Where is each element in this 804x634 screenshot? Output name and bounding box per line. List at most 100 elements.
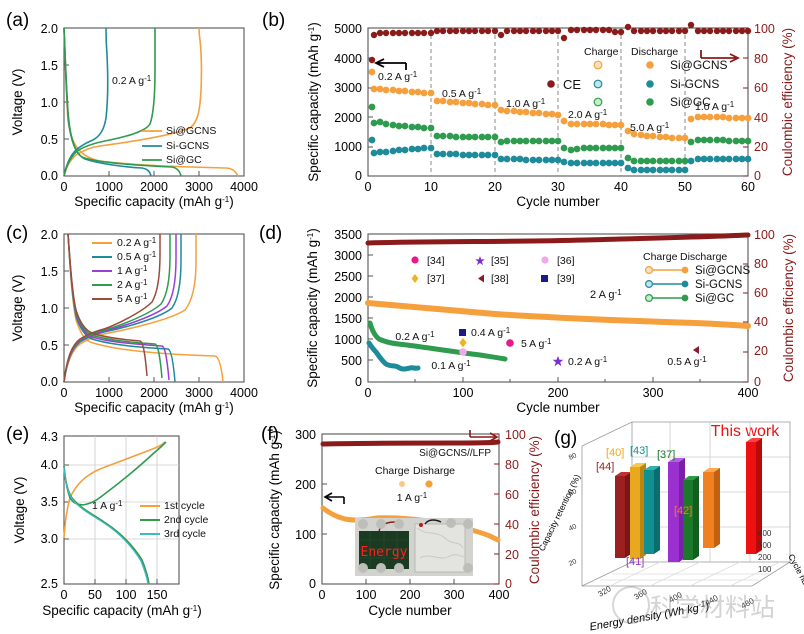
svg-text:80: 80: [754, 52, 768, 66]
svg-text:[35]: [35]: [491, 255, 509, 267]
ref-point-35: [552, 356, 564, 367]
svg-text:0.1 A g-1: 0.1 A g-1: [431, 359, 471, 372]
curve-si-gcns-dash-charge: [63, 27, 109, 177]
bar-ref40: [630, 463, 646, 559]
svg-text:300: 300: [295, 428, 316, 442]
svg-text:100: 100: [505, 428, 526, 442]
svg-text:Si-GCNS: Si-GCNS: [166, 140, 209, 152]
panel-b-yaxis-left: 5000 4000 3000 2000 1000 0: [334, 22, 373, 183]
panel-e-label: (e): [6, 424, 29, 445]
curve-e-1st-charge: [63, 441, 166, 539]
svg-text:4000: 4000: [230, 180, 258, 194]
panel-f-inset-photo: Energy: [355, 518, 473, 576]
panel-e: (e) 4.3 4.0 3.5 3.0 2.5 0 50 100 150 Spe…: [0, 418, 262, 634]
svg-text:2000: 2000: [140, 180, 168, 194]
svg-text:Si@GCNS: Si@GCNS: [670, 58, 728, 72]
svg-text:20: 20: [488, 180, 502, 194]
panel-e-xaxis: 0 50 100 150: [61, 579, 167, 602]
panel-b-axis-arrows: [373, 50, 741, 70]
panel-e-yaxis: 4.3 4.0 3.5 3.0 2.5: [41, 430, 69, 591]
svg-text:200: 200: [295, 478, 316, 492]
panel-b-rate-annotations: 0.2 A g-1 0.5 A g-1 1.0 A g-1 2.0 A g-1 …: [378, 70, 735, 134]
panel-f-ylabel-right: Coulombic efficiency (%): [527, 436, 542, 584]
svg-text:2000: 2000: [334, 291, 362, 305]
svg-text:0.2 A g-1: 0.2 A g-1: [378, 70, 418, 83]
svg-text:0: 0: [754, 375, 761, 389]
panel-c-label: (c): [6, 223, 28, 244]
svg-text:2 A g-1: 2 A g-1: [117, 278, 148, 291]
panel-d-xlabel: Cycle number: [516, 400, 600, 415]
svg-text:0: 0: [61, 588, 68, 602]
panel-e-ylabel: Voltage (V): [12, 477, 27, 544]
ref-point-37: [459, 338, 467, 348]
svg-text:0.2 A g-1: 0.2 A g-1: [117, 236, 157, 249]
series-d-si-gcns-dash: [366, 340, 421, 372]
panel-a-xaxis: 0 1000 2000 3000 4000: [61, 171, 258, 194]
svg-text:1500: 1500: [334, 312, 362, 326]
svg-text:40: 40: [505, 518, 519, 532]
svg-text:1.5: 1.5: [41, 59, 58, 73]
svg-text:300: 300: [444, 588, 465, 602]
svg-text:40: 40: [754, 111, 768, 125]
svg-text:3000: 3000: [185, 180, 213, 194]
svg-text:Si@GC: Si@GC: [670, 95, 711, 109]
svg-text:0: 0: [61, 386, 68, 400]
svg-text:Charge: Charge: [375, 465, 410, 477]
svg-text:40: 40: [568, 523, 578, 533]
panel-b-legend: Charge Discharge Si@GCNS Si-GCNS Si@GC C…: [547, 46, 728, 109]
svg-text:0: 0: [61, 180, 68, 194]
svg-text:Discharge: Discharge: [631, 46, 678, 58]
svg-text:100: 100: [754, 22, 775, 36]
panel-a-rate-annotation: 0.2 A g-1: [112, 74, 152, 87]
watermark-logo-icon: [612, 586, 650, 624]
svg-text:1.0: 1.0: [41, 302, 58, 316]
svg-text:0.2 A g-1: 0.2 A g-1: [568, 355, 608, 368]
svg-text:3rd cycle: 3rd cycle: [164, 528, 206, 540]
ref-point-36: [459, 348, 467, 356]
svg-text:200: 200: [758, 553, 772, 562]
panel-d-legend: Charge Discharge Si@GCNS Si-GCNS Si@GC: [643, 251, 750, 305]
panel-c-legend: 0.2 A g-1 0.5 A g-1 1 A g-1 2 A g-1 5 A …: [92, 236, 157, 305]
bar-ref43: [644, 466, 660, 554]
panel-b: (b) 5000 4000 3000 2000 1000 0 100 80 60…: [258, 0, 804, 210]
svg-text:Si-GCNS: Si-GCNS: [670, 77, 719, 91]
svg-text:Si-GCNS: Si-GCNS: [695, 279, 743, 291]
svg-text:[38]: [38]: [491, 273, 509, 285]
svg-text:5.0 A g-1: 5.0 A g-1: [630, 121, 670, 134]
svg-text:4000: 4000: [230, 386, 258, 400]
panel-e-xlabel: Specific capacity (mAh g-1): [42, 603, 201, 618]
panel-f-rate-annotation: 1 A g-1: [397, 491, 428, 504]
svg-text:[42]: [42]: [674, 505, 692, 517]
svg-text:0.5: 0.5: [41, 133, 58, 147]
panel-d: (d) 3500 3000 2500 2000 1500 1000 500 0 …: [255, 212, 804, 417]
panel-f-xaxis: 0 100 200 300 400: [319, 579, 509, 602]
bar-ref42: [703, 468, 720, 548]
svg-text:10: 10: [424, 180, 438, 194]
svg-text:100: 100: [758, 565, 772, 574]
panel-f-yaxis-left: 300 200 100 0: [295, 428, 327, 591]
svg-text:1000: 1000: [95, 386, 123, 400]
panel-a: (a) 2.0 1.5 1.0 0.5 0.0 0 1000 2000 3000…: [0, 0, 262, 210]
series-si-gcns-dash: [368, 136, 752, 174]
svg-text:3.0: 3.0: [41, 532, 58, 546]
series-si-gc: [368, 103, 752, 165]
panel-c-yaxis: 2.0 1.5 1.0 0.5 0.0: [41, 228, 69, 389]
panel-e-grid: [64, 436, 179, 584]
series-d-ce: [365, 232, 751, 246]
panel-b-label: (b): [262, 10, 285, 31]
svg-text:60: 60: [754, 81, 768, 95]
panel-a-label: (a): [6, 10, 29, 31]
svg-text:2000: 2000: [140, 386, 168, 400]
panel-b-yaxis-right: 100 80 60 40 20 0: [743, 22, 775, 183]
svg-text:3000: 3000: [185, 386, 213, 400]
svg-text:1 A g-1: 1 A g-1: [117, 264, 148, 277]
svg-text:80: 80: [754, 257, 768, 271]
panel-e-frame: [63, 435, 180, 585]
svg-text:80: 80: [505, 458, 519, 472]
ref-point-38: [693, 346, 699, 354]
svg-text:[36]: [36]: [557, 255, 575, 267]
panel-d-yaxis-left: 3500 3000 2500 2000 1500 1000 500 0: [334, 228, 373, 389]
svg-text:Charge: Charge: [643, 251, 678, 263]
curve-si-gc-discharge: [63, 27, 182, 177]
panel-d-xaxis: 0 100 200 300 400: [365, 377, 758, 400]
